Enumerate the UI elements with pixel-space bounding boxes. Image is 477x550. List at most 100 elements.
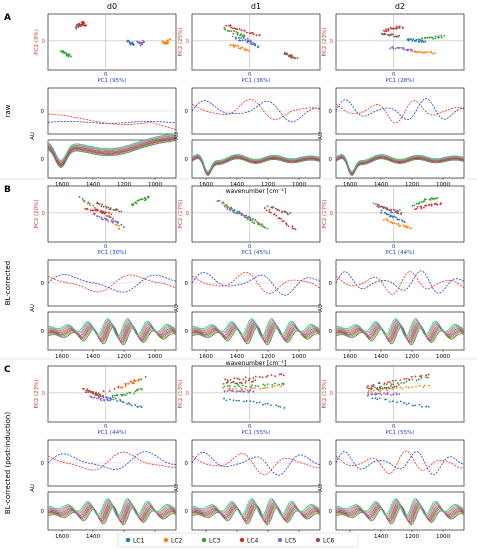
- scatter-point-lc1: [132, 43, 135, 45]
- scatter-point-lc2: [421, 51, 423, 54]
- scatter-point-lc1: [428, 405, 430, 408]
- scatter-point-lc4: [270, 374, 273, 376]
- scatter-point-lc5: [380, 393, 383, 396]
- x-tick-label: 1200: [405, 354, 419, 360]
- scatter-point-lc3: [423, 200, 426, 202]
- pc2-zero-tick: 0: [186, 211, 190, 217]
- scatter-point-lc3: [228, 385, 231, 388]
- scatter-point-lc4: [80, 21, 83, 24]
- spectrum-trace: [47, 505, 177, 525]
- scatter-point-lc6: [367, 387, 370, 390]
- scatter-frame: [191, 13, 321, 71]
- scatter-point-lc6: [276, 209, 279, 211]
- scatter-point-lc5: [223, 390, 226, 393]
- spectrum-trace: [47, 140, 177, 168]
- scatter-point-lc5: [367, 393, 370, 396]
- x-tick-label: 1200: [117, 182, 131, 188]
- scatter-point-lc2: [89, 204, 92, 207]
- scatter-point-lc2: [163, 42, 166, 45]
- scatter-point-lc6: [286, 53, 289, 56]
- au-label: AU: [30, 484, 36, 492]
- scatter-point-lc2: [419, 50, 422, 53]
- spectra-zero-tick: 0: [329, 509, 333, 515]
- scatter-point-lc1: [122, 401, 125, 404]
- scatter-point-lc5: [96, 215, 98, 217]
- x-tick-label: 1600: [199, 354, 213, 360]
- scatter-point-lc1: [393, 215, 396, 218]
- scatter-point-lc4: [430, 205, 433, 207]
- scatter-point-lc1: [411, 404, 414, 407]
- scatter-point-lc1: [128, 40, 130, 43]
- scatter-point-lc4: [410, 375, 413, 378]
- pc1-zero-tick: 0: [248, 244, 252, 250]
- scatter-point-lc6: [102, 205, 105, 208]
- scatter-point-lc2: [389, 221, 392, 223]
- scatter-point-lc2: [410, 227, 413, 230]
- scatter-point-lc5: [246, 389, 249, 392]
- scatter-point-lc4: [103, 212, 106, 215]
- scatter-point-lc3: [417, 378, 420, 381]
- scatter-point-lc4: [440, 202, 443, 204]
- scatter-point-lc2: [240, 387, 243, 390]
- scatter-point-lc6: [99, 395, 102, 398]
- scatter-point-lc4: [248, 32, 251, 34]
- scatter-point-lc4: [251, 31, 254, 34]
- spectrum-trace: [191, 505, 321, 525]
- scatter-frame: [47, 185, 177, 243]
- scatter-point-lc6: [397, 212, 400, 215]
- scatter-point-lc6: [83, 388, 85, 391]
- scatter-point-lc1: [225, 399, 228, 402]
- scatter-point-lc3: [233, 385, 236, 388]
- scatter-point-lc4: [89, 209, 92, 212]
- scatter-point-lc3: [435, 197, 437, 200]
- scatter-point-lc1: [129, 42, 132, 45]
- scatter-point-lc6: [392, 386, 394, 389]
- loading-zero-tick: 0: [41, 461, 45, 467]
- scatter-point-lc2: [393, 222, 396, 225]
- pc1-axis-label: PC1 (55%): [242, 430, 271, 436]
- scatter-point-lc1: [241, 39, 244, 42]
- panel-letter-C: C: [4, 365, 11, 375]
- loading-pc2-line: [335, 271, 465, 295]
- scatter-point-lc6: [105, 206, 108, 209]
- scatter-point-lc4: [233, 27, 236, 30]
- scatter-point-lc2: [237, 45, 239, 48]
- scatter-point-lc3: [232, 32, 235, 35]
- au-label: AU: [30, 132, 36, 140]
- scatter-point-lc2: [390, 387, 392, 390]
- scatter-point-lc4: [392, 27, 395, 30]
- scatter-point-lc3: [431, 36, 434, 39]
- scatter-point-lc6: [236, 382, 239, 385]
- scatter-point-lc2: [228, 387, 231, 390]
- scatter-point-lc1: [232, 399, 235, 402]
- scatter-point-lc1: [127, 402, 130, 405]
- x-tick-label: 1600: [343, 354, 357, 360]
- scatter-point-lc2: [83, 199, 86, 202]
- x-tick-label: 1200: [405, 534, 419, 540]
- scatter-point-lc4: [439, 203, 442, 206]
- scatter-point-lc3: [282, 382, 285, 385]
- scatter-point-lc2: [221, 386, 224, 389]
- spectrum-trace: [47, 326, 177, 346]
- scatter-point-lc1: [380, 211, 382, 214]
- scatter-point-lc3: [253, 222, 256, 225]
- scatter-point-lc2: [108, 214, 111, 217]
- scatter-point-lc5: [252, 390, 255, 393]
- scatter-point-lc5: [367, 392, 369, 394]
- scatter-point-lc2: [119, 386, 122, 389]
- scatter-point-lc4: [414, 208, 417, 211]
- scatter-point-lc4: [428, 204, 431, 206]
- au-label: AU: [318, 484, 324, 492]
- scatter-point-lc1: [277, 405, 280, 408]
- scatter-point-lc2: [423, 384, 426, 387]
- scatter-point-lc3: [137, 388, 140, 391]
- spectrum-trace: [47, 133, 177, 161]
- loading-zero-tick: 0: [185, 281, 189, 287]
- legend-marker-lc4: [239, 537, 245, 543]
- scatter-point-lc3: [411, 204, 414, 207]
- column-header-d0: d0: [107, 2, 117, 11]
- x-tick-label: 1200: [261, 182, 275, 188]
- scatter-frame: [47, 365, 177, 423]
- scatter-point-lc1: [246, 41, 249, 44]
- pc2-zero-tick: 0: [330, 211, 334, 217]
